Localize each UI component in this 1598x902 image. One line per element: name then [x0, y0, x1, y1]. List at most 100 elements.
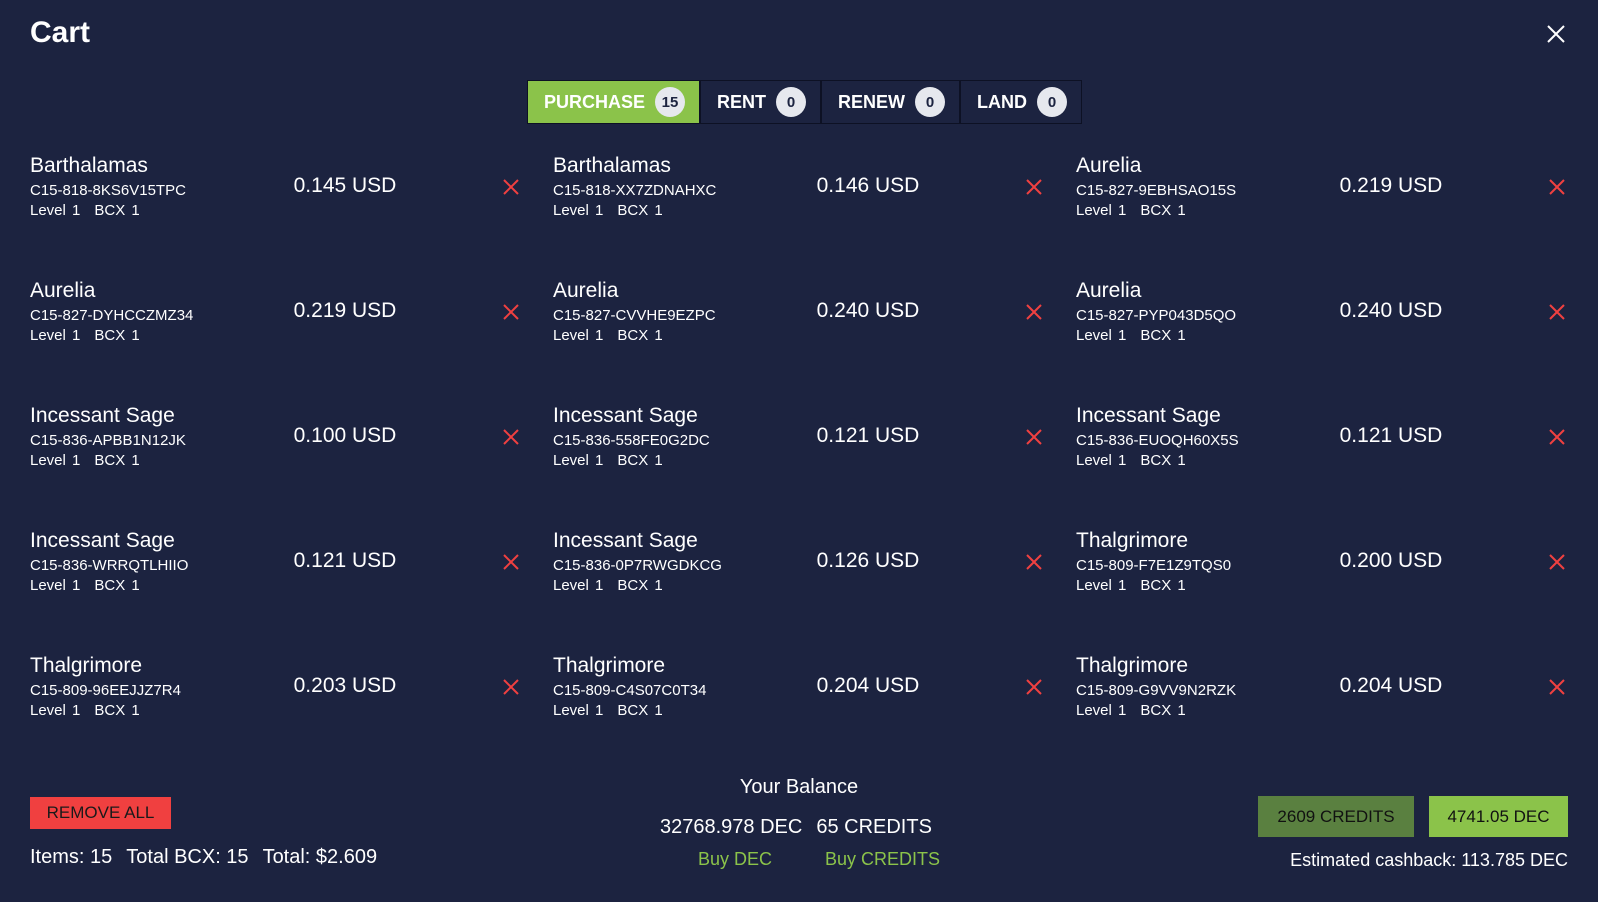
card-level: Level 1	[1076, 452, 1127, 469]
remove-item-icon[interactable]	[502, 303, 520, 321]
card-id: C15-809-F7E1Z9TQS0	[1076, 557, 1232, 574]
cart-item: Incessant Sage C15-836-WRRQTLHIIO Level …	[30, 529, 553, 654]
cart-item: Thalgrimore C15-809-G9VV9N2RZK Level 1 BC…	[1076, 654, 1598, 779]
buy-dec-link[interactable]: Buy DEC	[698, 849, 773, 869]
card-name: Aurelia	[1076, 154, 1142, 177]
card-bcx: BCX 1	[1140, 452, 1186, 469]
card-level: Level 1	[553, 577, 604, 594]
remove-item-icon[interactable]	[502, 428, 520, 446]
balance-values: 32768.978 DEC 65 CREDITS	[660, 816, 932, 839]
tab-purchase[interactable]: PURCHASE 15	[527, 80, 701, 124]
card-id: C15-827-PYP043D5QO	[1076, 307, 1237, 324]
card-bcx: BCX 1	[1140, 327, 1186, 344]
card-name: Incessant Sage	[553, 529, 698, 552]
card-bcx: BCX 1	[94, 577, 140, 594]
cart-item: Barthalamas C15-818-8KS6V15TPC Level 1 BC…	[30, 154, 553, 279]
remove-item-icon[interactable]	[1025, 678, 1043, 696]
tab-count-badge: 0	[915, 87, 946, 117]
remove-item-icon[interactable]	[1548, 178, 1566, 196]
cart-tabs: PURCHASE 15 RENT 0 RENEW 0 LAND 0	[527, 80, 1083, 124]
tab-rent[interactable]: RENT 0	[700, 80, 822, 124]
remove-all-button[interactable]: REMOVE ALL	[30, 797, 171, 829]
card-bcx: BCX 1	[1140, 202, 1186, 219]
card-name: Aurelia	[30, 279, 96, 302]
card-meta: Level 1 BCX 1	[1076, 202, 1186, 219]
card-price: 0.204 USD	[816, 674, 920, 697]
card-price: 0.240 USD	[816, 299, 920, 322]
remove-item-icon[interactable]	[502, 553, 520, 571]
cart-item: Incessant Sage C15-836-APBB1N12JK Level …	[30, 404, 553, 529]
card-price: 0.126 USD	[816, 549, 920, 572]
card-id: C15-818-8KS6V15TPC	[30, 182, 186, 199]
card-level: Level 1	[553, 702, 604, 719]
tab-label: LAND	[977, 91, 1028, 112]
cart-item: Incessant Sage C15-836-558FE0G2DC Level …	[553, 404, 1076, 529]
card-id: C15-836-558FE0G2DC	[553, 432, 710, 449]
card-price: 0.145 USD	[293, 174, 397, 197]
card-price: 0.219 USD	[293, 299, 397, 322]
card-bcx: BCX 1	[94, 202, 140, 219]
card-level: Level 1	[1076, 202, 1127, 219]
pay-with-credits-button[interactable]: 2609 CREDITS	[1258, 796, 1414, 837]
card-meta: Level 1 BCX 1	[30, 702, 140, 719]
cart-totals: Items: 15 Total BCX: 15 Total: $2.609	[30, 846, 377, 869]
card-price: 0.240 USD	[1339, 299, 1443, 322]
card-meta: Level 1 BCX 1	[1076, 452, 1186, 469]
card-name: Barthalamas	[30, 154, 148, 177]
card-meta: Level 1 BCX 1	[553, 327, 663, 344]
card-price: 0.146 USD	[816, 174, 920, 197]
card-bcx: BCX 1	[617, 702, 663, 719]
tab-land[interactable]: LAND 0	[960, 80, 1083, 124]
remove-item-icon[interactable]	[502, 678, 520, 696]
card-meta: Level 1 BCX 1	[30, 577, 140, 594]
pay-with-dec-button[interactable]: 4741.05 DEC	[1429, 796, 1568, 837]
page-title: Cart	[30, 16, 91, 49]
remove-item-icon[interactable]	[1025, 553, 1043, 571]
remove-item-icon[interactable]	[1025, 178, 1043, 196]
card-meta: Level 1 BCX 1	[553, 702, 663, 719]
card-meta: Level 1 BCX 1	[30, 202, 140, 219]
tab-count-badge: 0	[776, 87, 807, 117]
remove-item-icon[interactable]	[1548, 678, 1566, 696]
remove-item-icon[interactable]	[1025, 428, 1043, 446]
buy-credits-link[interactable]: Buy CREDITS	[825, 849, 941, 869]
remove-item-icon[interactable]	[1025, 303, 1043, 321]
tab-renew[interactable]: RENEW 0	[821, 80, 961, 124]
remove-item-icon[interactable]	[502, 178, 520, 196]
card-level: Level 1	[553, 202, 604, 219]
card-id: C15-818-XX7ZDNAHXC	[553, 182, 717, 199]
card-price: 0.121 USD	[293, 549, 397, 572]
card-id: C15-827-9EBHSAO15S	[1076, 182, 1237, 199]
card-bcx: BCX 1	[617, 202, 663, 219]
card-id: C15-809-C4S07C0T34	[553, 682, 707, 699]
cart-item: Aurelia C15-827-CVVHE9EZPC Level 1 BCX 1 …	[553, 279, 1076, 404]
tab-count-badge: 15	[655, 87, 686, 117]
close-icon[interactable]	[1544, 22, 1568, 46]
card-level: Level 1	[553, 327, 604, 344]
card-id: C15-809-96EEJJZ7R4	[30, 682, 181, 699]
card-name: Aurelia	[1076, 279, 1142, 302]
card-name: Barthalamas	[553, 154, 671, 177]
card-price: 0.121 USD	[816, 424, 920, 447]
dec-balance: 32768.978 DEC	[660, 816, 803, 838]
cart-item: Incessant Sage C15-836-0P7RWGDKCG Level …	[553, 529, 1076, 654]
card-meta: Level 1 BCX 1	[553, 452, 663, 469]
card-meta: Level 1 BCX 1	[1076, 327, 1186, 344]
card-bcx: BCX 1	[617, 577, 663, 594]
card-level: Level 1	[30, 202, 81, 219]
remove-item-icon[interactable]	[1548, 303, 1566, 321]
remove-item-icon[interactable]	[1548, 553, 1566, 571]
card-price: 0.121 USD	[1339, 424, 1443, 447]
cart-item: Thalgrimore C15-809-96EEJJZ7R4 Level 1 BC…	[30, 654, 553, 779]
card-id: C15-809-G9VV9N2RZK	[1076, 682, 1237, 699]
card-name: Incessant Sage	[30, 529, 175, 552]
remove-item-icon[interactable]	[1548, 428, 1566, 446]
tab-label: PURCHASE	[544, 91, 646, 112]
card-name: Thalgrimore	[1076, 654, 1189, 677]
card-name: Thalgrimore	[1076, 529, 1189, 552]
card-meta: Level 1 BCX 1	[1076, 577, 1186, 594]
cart-item: Aurelia C15-827-9EBHSAO15S Level 1 BCX 1 …	[1076, 154, 1598, 279]
card-name: Incessant Sage	[30, 404, 175, 427]
card-price: 0.203 USD	[293, 674, 397, 697]
card-id: C15-836-EUOQH60X5S	[1076, 432, 1239, 449]
